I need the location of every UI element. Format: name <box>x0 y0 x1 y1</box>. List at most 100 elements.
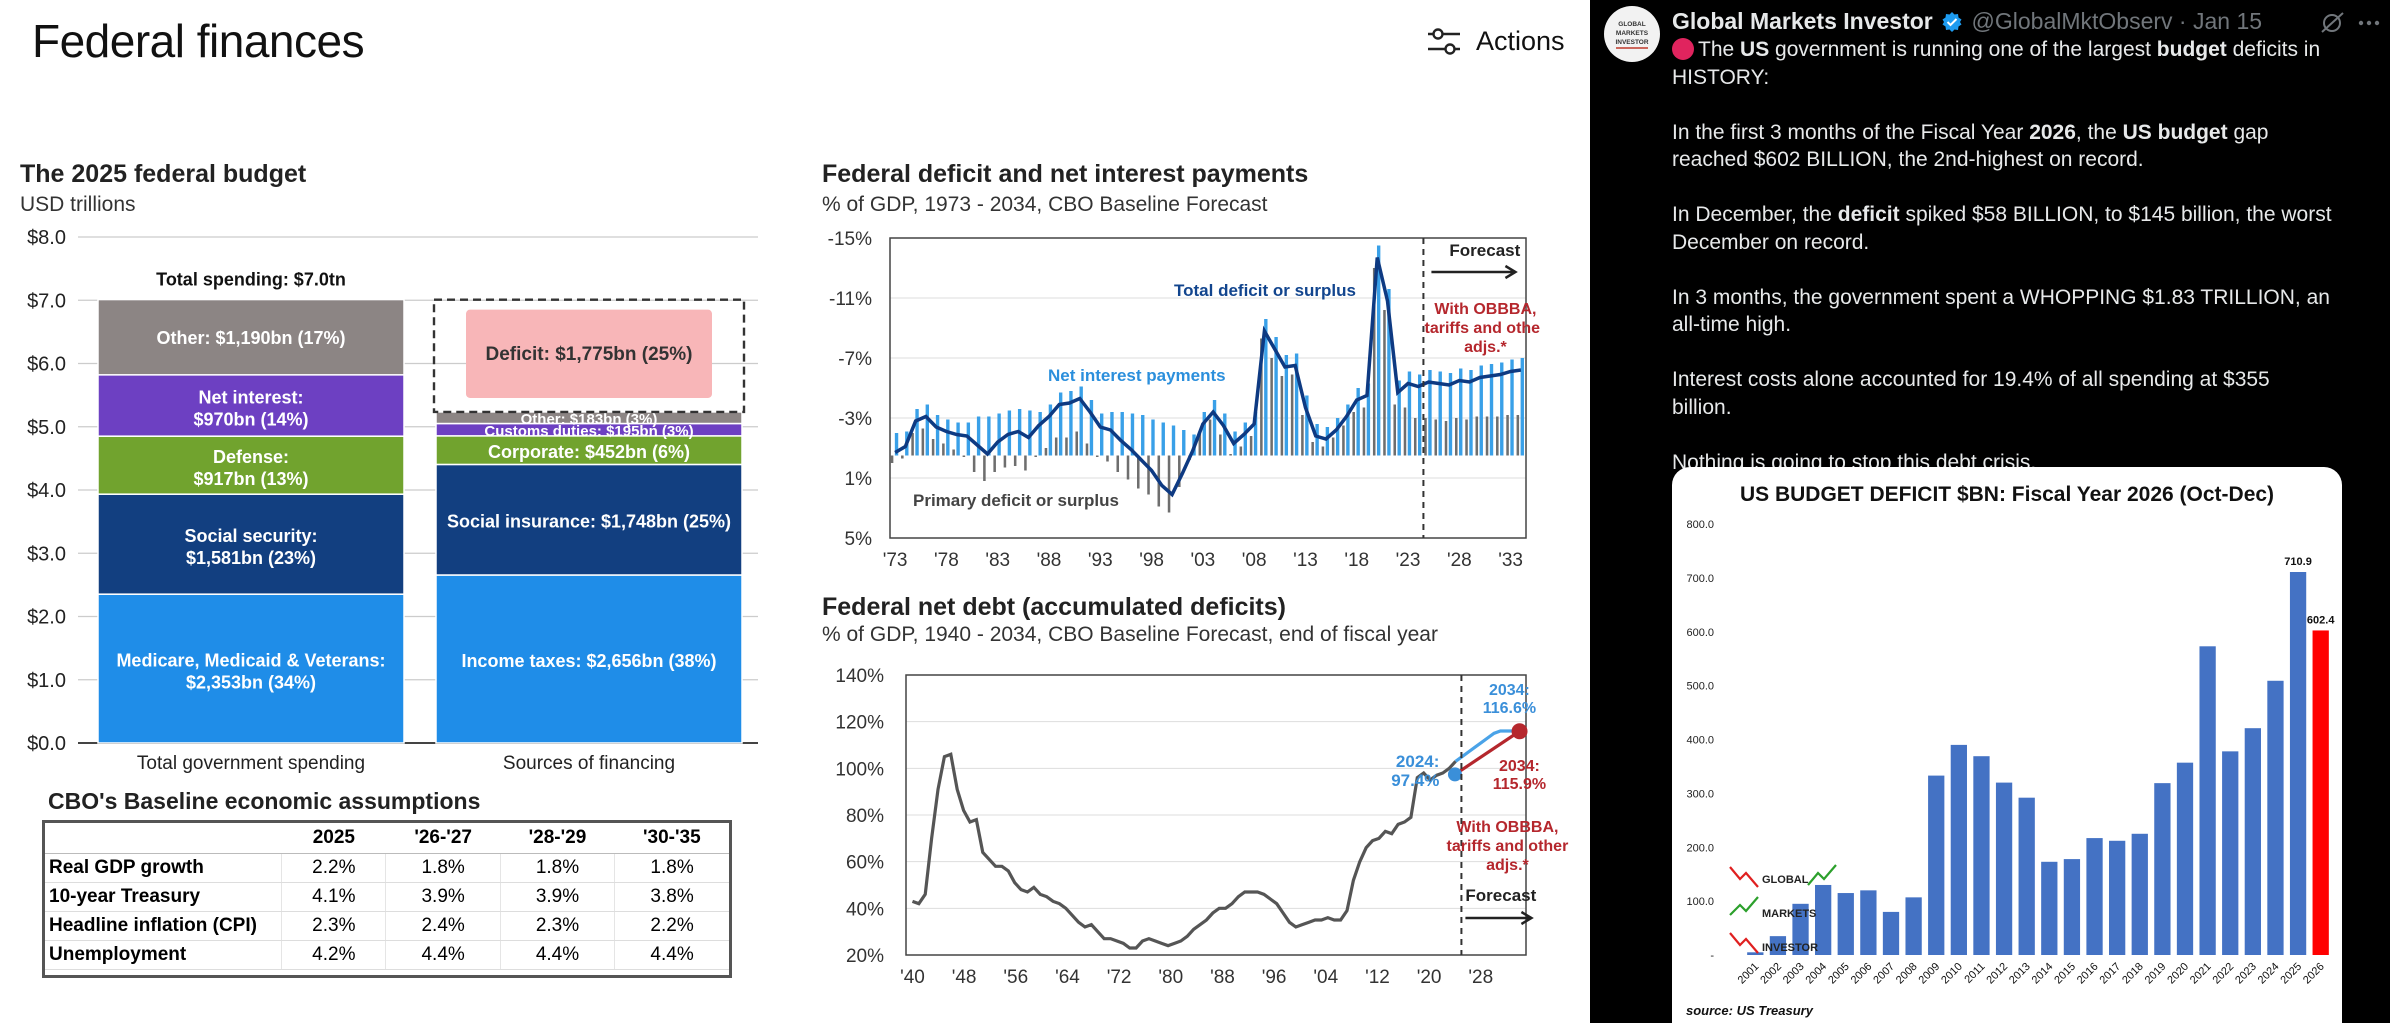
primary-bar <box>1496 416 1499 456</box>
y-tick-label: $7.0 <box>27 290 66 312</box>
interest-bar <box>1510 359 1514 456</box>
primary-bar <box>1270 358 1273 456</box>
interest-bar <box>1397 380 1401 456</box>
debt-chart: 140% 120% 100% 80% 60% 40% 20% '40 '48 '56 '64 '72 '… <box>835 666 1568 988</box>
tweet-paragraph: In 3 months, the government spent a WHOP… <box>1672 285 2330 337</box>
financing-bar-segment <box>435 574 743 744</box>
interest-bar <box>894 433 899 456</box>
interest-bar <box>1048 404 1053 456</box>
source-label: source: US Treasury <box>1686 1003 1814 1018</box>
interest-bar <box>1161 422 1165 456</box>
primary-bar <box>1208 419 1212 456</box>
segment-label: Other: $1,190bn (17%) <box>156 328 345 348</box>
x-tick-label: '88 <box>1210 967 1235 988</box>
avatar[interactable]: GLOBAL MARKETS INVESTOR <box>1604 6 1660 62</box>
x-tick-label: 2021 <box>2188 961 2214 987</box>
data-label: 602.4 <box>2307 614 2335 626</box>
interest-bar <box>956 422 960 456</box>
x-tick-label: '18 <box>1344 550 1369 571</box>
x-tick-label: '73 <box>883 550 908 571</box>
primary-bar <box>972 455 976 472</box>
interest-bar <box>1479 365 1483 456</box>
primary-bar <box>1485 416 1489 456</box>
bar <box>2041 861 2058 955</box>
primary-bar <box>1054 437 1058 456</box>
segment-label: Net interest: <box>198 387 303 407</box>
debt-obbba-line <box>1454 729 1521 776</box>
primary-bar <box>983 455 986 481</box>
interest-bar <box>1520 358 1524 456</box>
label-2034-obbba: 115.9% <box>1493 776 1546 793</box>
trend-up-icon <box>1729 896 1759 916</box>
primary-bar <box>1311 442 1314 456</box>
interest-bar <box>1100 413 1104 456</box>
debt-history-line <box>911 752 1457 950</box>
interest-bar <box>1335 418 1340 456</box>
deficit-chart-subtitle: % of GDP, 1973 - 2034, CBO Baseline Fore… <box>822 193 1268 216</box>
author-handle[interactable]: @GlobalMktObserv · Jan 15 <box>1971 8 2263 34</box>
bar <box>2244 728 2261 955</box>
y-tick-label: $0.0 <box>27 733 66 755</box>
bar <box>1950 744 1967 955</box>
x-tick-label: '28 <box>1468 967 1493 988</box>
primary-bar <box>1198 431 1202 456</box>
x-tick-label: '04 <box>1313 967 1338 988</box>
x-tick-label: '40 <box>900 967 925 988</box>
primary-bar <box>1424 418 1427 456</box>
interest-bar <box>1028 410 1032 456</box>
bar <box>1769 936 1787 955</box>
tweet-header: Global Markets Investor @GlobalMktObserv… <box>1672 8 2262 35</box>
interest-bar <box>915 409 919 456</box>
bar <box>1792 903 1809 955</box>
interest-bar <box>1418 374 1422 456</box>
author-name[interactable]: Global Markets Investor <box>1672 8 1933 34</box>
debt-baseline-line <box>1454 727 1521 763</box>
primary-bar <box>1065 437 1068 456</box>
segment-label: Other: $183bn (3%) <box>521 411 658 428</box>
interest-bar <box>1346 404 1350 456</box>
primary-bar <box>1516 415 1520 456</box>
plot-frame <box>905 674 1527 956</box>
segment-label: $917bn (13%) <box>193 469 308 489</box>
x-tick-label: 2008 <box>1894 961 1920 987</box>
bar <box>1747 952 1764 955</box>
table-cell: 1.8% <box>499 853 615 883</box>
x-tick-label: '64 <box>1055 967 1080 988</box>
interest-bar <box>1387 289 1391 456</box>
interest-bar <box>1294 353 1299 456</box>
y-tick-label: $3.0 <box>27 543 66 565</box>
left-panel: Federal finances Actions The 2025 federa… <box>20 15 1569 988</box>
forecast-arrow-icon <box>1431 264 1518 280</box>
interest-bar <box>1407 371 1412 456</box>
y-tick-label: -7% <box>838 349 872 370</box>
bar <box>2222 751 2239 955</box>
bar <box>1905 897 1922 955</box>
x-tick-label: 2026 <box>2301 961 2327 987</box>
grok-icon[interactable] <box>2318 10 2348 36</box>
x-tick-label: '23 <box>1396 550 1421 571</box>
more-options-icon[interactable] <box>2354 10 2384 36</box>
us-deficit-chart: US BUDGET DEFICIT $BN: Fiscal Year 2026 … <box>1686 483 2335 1018</box>
actions-button[interactable]: Actions <box>1426 26 1565 57</box>
label-2034-baseline: 116.6% <box>1483 700 1536 717</box>
budget-chart: $8.0 $7.0 $6.0 $5.0 $4.0 $3.0 $2.0 $1.0 $0.0 Medi… <box>27 227 758 774</box>
primary-bar <box>901 455 904 459</box>
interest-bar <box>1171 425 1176 456</box>
obbba-label: With OBBBA, <box>1456 819 1558 836</box>
interest-bar <box>935 415 940 456</box>
tweet-image[interactable]: US BUDGET DEFICIT $BN: Fiscal Year 2026 … <box>1672 467 2342 1023</box>
spending-bar-segment <box>97 435 405 495</box>
interest-bar <box>1141 415 1145 456</box>
svg-text:GLOBAL: GLOBAL <box>1618 21 1645 28</box>
interest-bar <box>1315 424 1319 456</box>
page-title: Federal finances <box>32 15 365 67</box>
primary-bar <box>1393 404 1396 456</box>
actions-label: Actions <box>1476 26 1565 56</box>
primary-bar <box>921 428 925 456</box>
x-tick-label: 2016 <box>2075 961 2101 987</box>
table-cell: 4.4% <box>614 940 729 970</box>
label-2024: 97.4% <box>1391 771 1439 790</box>
y-tick-label: 400.0 <box>1686 735 1714 747</box>
bar <box>2154 783 2171 955</box>
primary-bar <box>1260 338 1263 456</box>
